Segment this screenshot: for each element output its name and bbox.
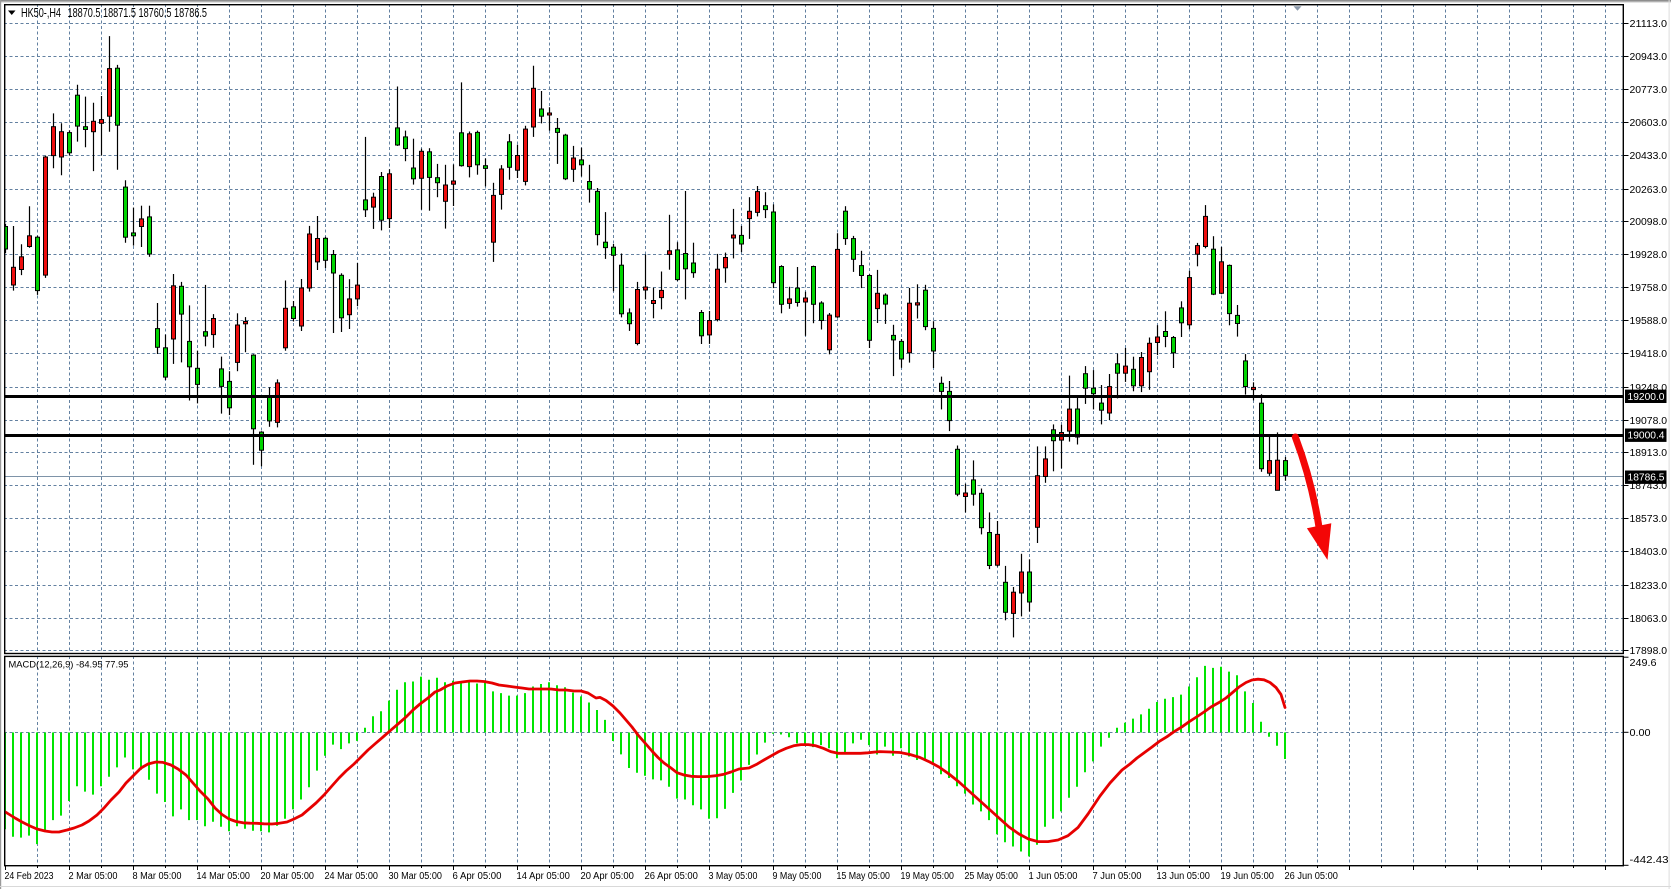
svg-text:14 Apr 05:00: 14 Apr 05:00 — [517, 871, 571, 882]
svg-text:3 May 05:00: 3 May 05:00 — [709, 871, 758, 882]
svg-text:249.6: 249.6 — [1630, 658, 1657, 669]
svg-text:18573.0: 18573.0 — [1630, 514, 1668, 525]
svg-text:-442.43: -442.43 — [1630, 855, 1669, 866]
svg-text:26 Jun 05:00: 26 Jun 05:00 — [1285, 871, 1339, 882]
svg-text:19418.0: 19418.0 — [1630, 349, 1668, 360]
svg-text:18063.0: 18063.0 — [1630, 614, 1668, 625]
svg-text:18913.0: 18913.0 — [1630, 448, 1668, 459]
svg-text:18233.0: 18233.0 — [1630, 581, 1668, 592]
svg-text:18786.5: 18786.5 — [1628, 473, 1665, 484]
svg-text:19 May 05:00: 19 May 05:00 — [901, 871, 955, 882]
svg-text:19078.0: 19078.0 — [1630, 416, 1668, 427]
svg-text:18870.5 18871.5 18760.5 18786.: 18870.5 18871.5 18760.5 18786.5 — [68, 6, 208, 20]
svg-text:20 Apr 05:00: 20 Apr 05:00 — [581, 871, 635, 882]
svg-text:15 May 05:00: 15 May 05:00 — [837, 871, 891, 882]
svg-text:20433.0: 20433.0 — [1630, 151, 1668, 162]
svg-text:17898.0: 17898.0 — [1630, 646, 1668, 657]
svg-text:MACD(12,26,9) -84.95 77.95: MACD(12,26,9) -84.95 77.95 — [9, 660, 129, 671]
svg-text:13 Jun 05:00: 13 Jun 05:00 — [1157, 871, 1211, 882]
svg-text:9 May 05:00: 9 May 05:00 — [773, 871, 822, 882]
svg-text:20773.0: 20773.0 — [1630, 85, 1668, 96]
svg-text:26 Apr 05:00: 26 Apr 05:00 — [645, 871, 699, 882]
svg-text:HK50-,H4: HK50-,H4 — [21, 6, 61, 20]
svg-text:0.00: 0.00 — [1630, 728, 1652, 739]
svg-text:21113.0: 21113.0 — [1630, 19, 1668, 30]
svg-text:8 Mar 05:00: 8 Mar 05:00 — [133, 871, 183, 882]
svg-text:20263.0: 20263.0 — [1630, 185, 1668, 196]
svg-text:1 Jun 05:00: 1 Jun 05:00 — [1029, 871, 1079, 882]
svg-text:19588.0: 19588.0 — [1630, 316, 1668, 327]
svg-text:20603.0: 20603.0 — [1630, 118, 1668, 129]
svg-text:18743.0: 18743.0 — [1630, 481, 1668, 492]
svg-text:7 Jun 05:00: 7 Jun 05:00 — [1093, 871, 1143, 882]
svg-text:19248.0: 19248.0 — [1630, 383, 1668, 394]
svg-text:19200.0: 19200.0 — [1628, 392, 1666, 403]
svg-text:20 Mar 05:00: 20 Mar 05:00 — [261, 871, 315, 882]
svg-text:19758.0: 19758.0 — [1630, 283, 1668, 294]
svg-text:20098.0: 20098.0 — [1630, 217, 1668, 228]
svg-text:24 Feb 2023: 24 Feb 2023 — [5, 871, 54, 882]
svg-text:2 Mar 05:00: 2 Mar 05:00 — [69, 871, 119, 882]
svg-text:18403.0: 18403.0 — [1630, 547, 1668, 558]
svg-text:25 May 05:00: 25 May 05:00 — [965, 871, 1019, 882]
svg-text:19000.4: 19000.4 — [1628, 431, 1666, 442]
svg-text:19 Jun 05:00: 19 Jun 05:00 — [1221, 871, 1275, 882]
svg-text:20943.0: 20943.0 — [1630, 52, 1668, 63]
svg-text:14 Mar 05:00: 14 Mar 05:00 — [197, 871, 251, 882]
svg-text:30 Mar 05:00: 30 Mar 05:00 — [389, 871, 443, 882]
svg-text:6 Apr 05:00: 6 Apr 05:00 — [453, 871, 503, 882]
svg-text:24 Mar 05:00: 24 Mar 05:00 — [325, 871, 379, 882]
svg-text:19928.0: 19928.0 — [1630, 250, 1668, 261]
